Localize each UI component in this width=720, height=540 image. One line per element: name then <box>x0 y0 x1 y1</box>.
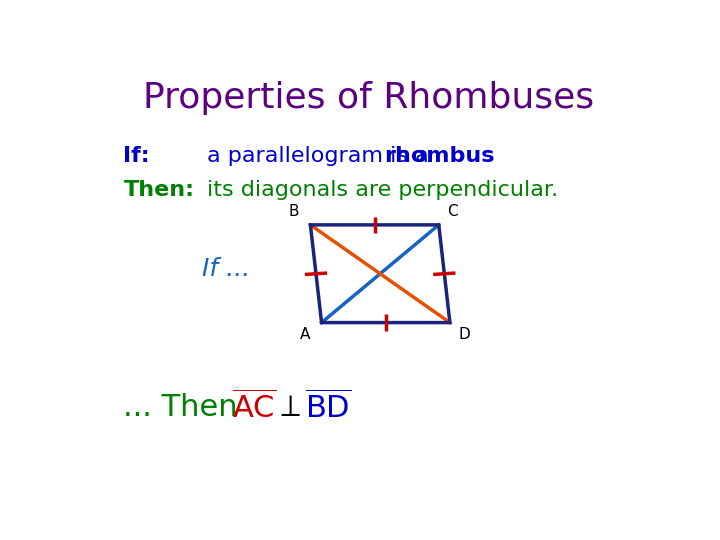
Text: rhombus: rhombus <box>384 146 495 166</box>
Text: B: B <box>289 204 300 219</box>
Text: $\mathregular{\overline{BD}}$: $\mathregular{\overline{BD}}$ <box>305 391 351 425</box>
Text: If ...: If ... <box>202 256 250 281</box>
Text: Then:: Then: <box>124 179 194 200</box>
Text: A: A <box>300 327 310 342</box>
Text: C: C <box>447 204 458 219</box>
Text: D: D <box>459 327 470 342</box>
Text: ... Then: ... Then <box>124 393 248 422</box>
Text: a parallelogram is a: a parallelogram is a <box>207 146 436 166</box>
Text: its diagonals are perpendicular.: its diagonals are perpendicular. <box>207 179 558 200</box>
Text: If:: If: <box>124 146 150 166</box>
Text: Properties of Rhombuses: Properties of Rhombuses <box>143 82 595 116</box>
Text: $\perp$: $\perp$ <box>274 393 302 422</box>
Text: $\mathregular{\overline{AC}}$: $\mathregular{\overline{AC}}$ <box>233 391 276 425</box>
